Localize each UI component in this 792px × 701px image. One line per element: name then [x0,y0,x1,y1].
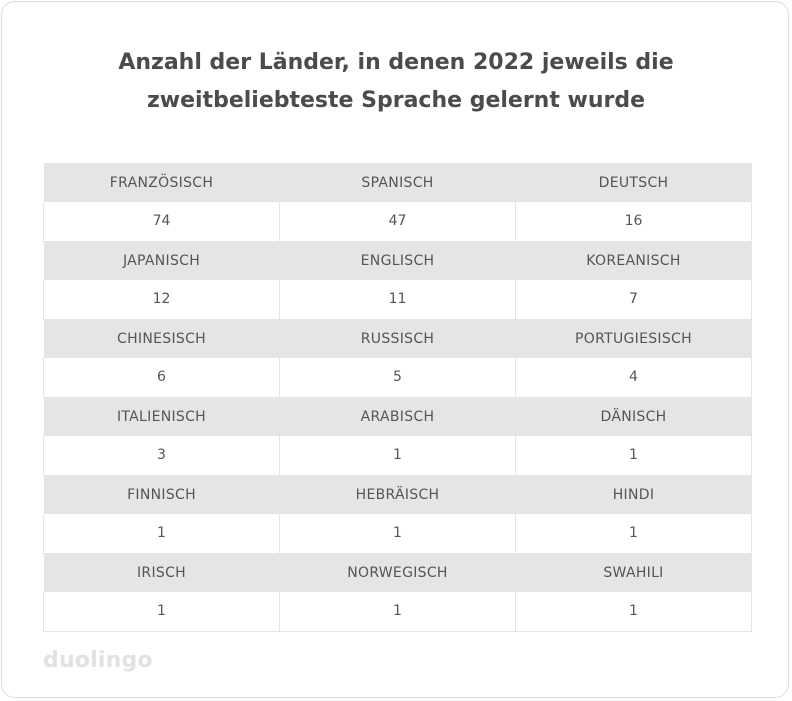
chart-title-line-1: Anzahl der Länder, in denen 2022 jeweils… [118,50,674,75]
country-count-cell: 7 [515,280,752,320]
language-label-cell: CHINESISCH [43,319,280,358]
table-value-row: 74 47 16 [43,202,752,242]
table-label-row: FRANZÖSISCH SPANISCH DEUTSCH [43,163,752,202]
language-label-cell: ITALIENISCH [43,397,280,436]
country-count-cell: 3 [43,436,280,476]
language-table: FRANZÖSISCH SPANISCH DEUTSCH 74 47 16 JAPANISC… [43,163,752,632]
language-label-cell: PORTUGIESISCH [515,319,752,358]
country-count-cell: 12 [43,280,280,320]
country-count-cell: 11 [279,280,516,320]
country-count-cell: 1 [279,514,516,554]
language-label-cell: ENGLISCH [279,241,516,280]
duolingo-logo: duolingo [43,648,153,673]
country-count-cell: 1 [43,514,280,554]
language-label-cell: ARABISCH [279,397,516,436]
table-label-row: CHINESISCH RUSSISCH PORTUGIESISCH [43,319,752,358]
table-label-row: IRISCH NORWEGISCH SWAHILI [43,553,752,592]
language-label-cell: SWAHILI [515,553,752,592]
language-label-cell: DÄNISCH [515,397,752,436]
language-label-cell: JAPANISCH [43,241,280,280]
country-count-cell: 1 [515,592,752,632]
language-label-cell: NORWEGISCH [279,553,516,592]
chart-title: Anzahl der Länder, in denen 2022 jeweils… [2,44,790,120]
language-label-cell: FINNISCH [43,475,280,514]
chart-title-line-2: zweitbeliebteste Sprache gelernt wurde [146,88,646,113]
country-count-cell: 4 [515,358,752,398]
language-label-cell: RUSSISCH [279,319,516,358]
language-label-cell: KOREANISCH [515,241,752,280]
country-count-cell: 1 [279,436,516,476]
country-count-cell: 74 [43,202,280,242]
country-count-cell: 47 [279,202,516,242]
language-label-cell: SPANISCH [279,163,516,202]
language-label-cell: IRISCH [43,553,280,592]
table-label-row: FINNISCH HEBRÄISCH HINDI [43,475,752,514]
language-label-cell: HINDI [515,475,752,514]
language-label-cell: DEUTSCH [515,163,752,202]
language-label-cell: HEBRÄISCH [279,475,516,514]
country-count-cell: 1 [515,436,752,476]
country-count-cell: 1 [43,592,280,632]
country-count-cell: 5 [279,358,516,398]
language-label-cell: FRANZÖSISCH [43,163,280,202]
country-count-cell: 1 [515,514,752,554]
country-count-cell: 16 [515,202,752,242]
country-count-cell: 6 [43,358,280,398]
table-label-row: ITALIENISCH ARABISCH DÄNISCH [43,397,752,436]
country-count-cell: 1 [279,592,516,632]
table-value-row: 12 11 7 [43,280,752,320]
table-label-row: JAPANISCH ENGLISCH KOREANISCH [43,241,752,280]
